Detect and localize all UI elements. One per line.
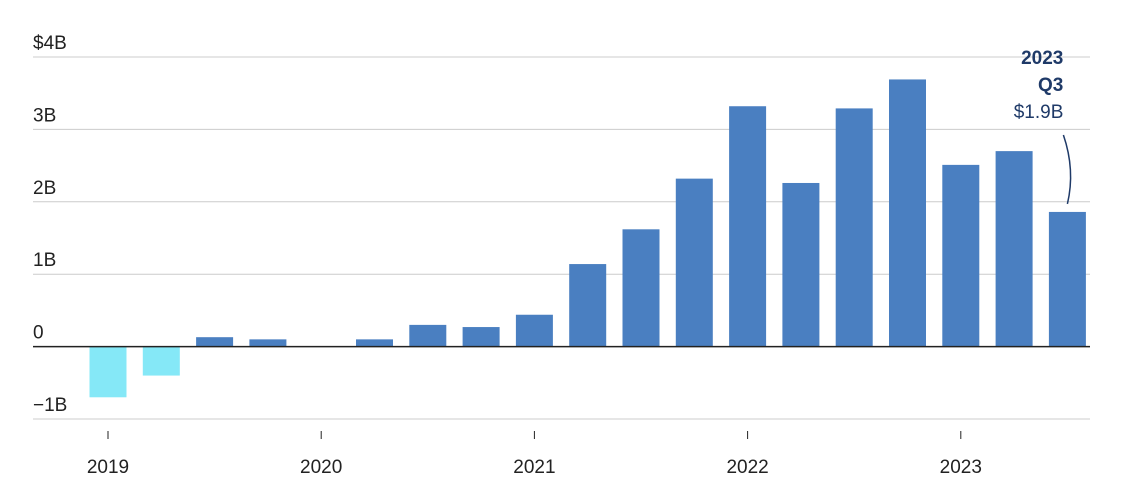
y-tick-label: 2B (33, 178, 56, 199)
bar (569, 264, 607, 347)
value-label: $1.9B (1014, 102, 1064, 123)
y-tick-label: 0 (33, 323, 44, 344)
bar (622, 229, 660, 347)
y-tick-label: 1B (33, 250, 56, 271)
leader-line (1062, 134, 1072, 205)
x-tick-label: 2019 (87, 457, 129, 478)
x-tick-label: 2023 (940, 457, 982, 478)
x-tick-label: 2020 (300, 457, 342, 478)
bar (249, 339, 287, 347)
y-tick-label: −1B (33, 395, 67, 416)
bar (515, 314, 553, 347)
bar (942, 164, 980, 347)
y-tick-label: $4B (33, 33, 67, 54)
bar (729, 106, 767, 347)
annotation: Q3 (1038, 75, 1063, 96)
bar (462, 327, 500, 347)
bar (835, 108, 873, 347)
x-tick-label: 2021 (513, 457, 555, 478)
bar (356, 339, 393, 347)
bar (89, 346, 127, 398)
bar (409, 324, 447, 347)
x-tick-label: 2022 (726, 457, 768, 478)
bar (196, 337, 234, 347)
bar (995, 151, 1033, 347)
y-tick-label: 3B (33, 105, 56, 126)
bar (782, 182, 820, 347)
bar (142, 346, 180, 376)
bar (675, 178, 713, 347)
annotation: 2023 (1021, 48, 1063, 69)
bar (889, 79, 926, 347)
bar (1048, 211, 1086, 347)
